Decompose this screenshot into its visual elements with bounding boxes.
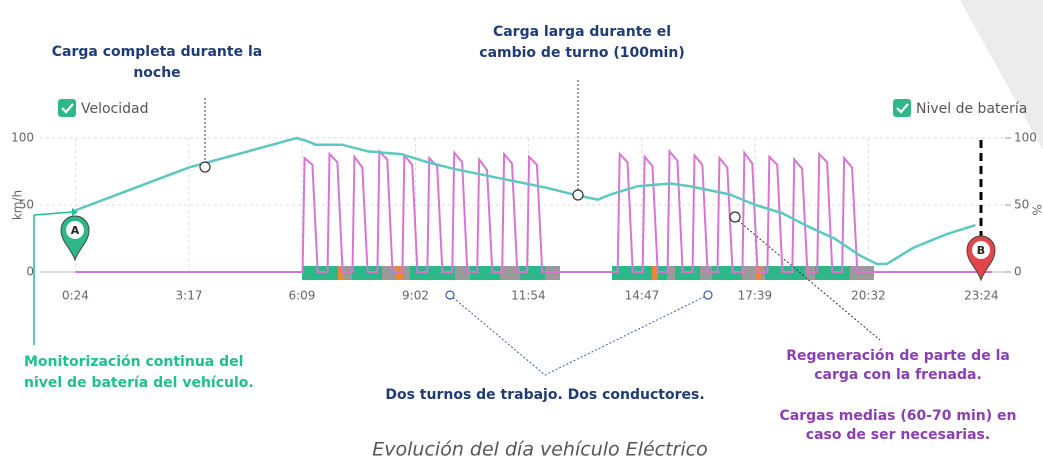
callout-dot xyxy=(703,290,713,300)
pin-center xyxy=(972,241,990,259)
annotation: Regeneración de parte de la xyxy=(786,348,1010,364)
y2-tick-label: 50 xyxy=(1014,198,1029,212)
annotation: caso de ser necesarias. xyxy=(806,427,990,443)
callout-dot xyxy=(445,290,455,300)
legend-check xyxy=(896,103,909,114)
callout-dot xyxy=(199,161,211,173)
series-line xyxy=(75,148,992,273)
annotation: noche xyxy=(133,65,180,81)
y2-tick-label: 0 xyxy=(1014,265,1022,279)
callout-dot xyxy=(729,211,741,223)
annotation: Carga larga durante el xyxy=(493,24,671,40)
x-tick-label: 3:17 xyxy=(176,289,203,303)
grid xyxy=(40,137,1005,273)
teal-arrow xyxy=(72,208,78,216)
y2-axis-label: % xyxy=(1030,204,1043,215)
x-tick-label: 20:32 xyxy=(851,289,886,303)
y-tick-label: 0 xyxy=(26,265,34,279)
callout-lines xyxy=(204,80,881,376)
x-tick-label: 9:02 xyxy=(402,289,429,303)
legend-checkbox xyxy=(893,99,911,117)
legend-checkbox xyxy=(58,99,76,117)
legend-check xyxy=(61,103,74,114)
caption: Evolución del día vehículo Eléctrico xyxy=(372,439,707,461)
series-line xyxy=(75,136,976,266)
x-tick-label: 6:09 xyxy=(288,289,315,303)
annotation: carga con la frenada. xyxy=(814,367,982,383)
annotation: Monitorización continua del xyxy=(24,354,243,370)
annotation: Dos turnos de trabajo. Dos conductores. xyxy=(385,387,704,403)
pin-label: B xyxy=(977,244,985,257)
x-tick-label: 17:39 xyxy=(738,289,773,303)
legend-label: Nivel de batería xyxy=(916,101,1027,117)
y2-tick-label: 100 xyxy=(1014,131,1037,145)
pin-label: A xyxy=(71,224,80,237)
y-tick-label: 100 xyxy=(11,131,34,145)
teal-pointer xyxy=(33,211,73,216)
x-tick-label: 0:24 xyxy=(62,289,89,303)
y-axis-label: km/h xyxy=(11,190,25,220)
x-tick-label: 11:54 xyxy=(511,289,546,303)
pin-center xyxy=(66,221,84,239)
corner-decoration xyxy=(960,0,1043,150)
annotation: Carga completa durante la xyxy=(52,44,262,60)
annotation: Cargas medias (60-70 min) en xyxy=(780,408,1017,424)
annotation: nivel de batería del vehículo. xyxy=(24,375,254,391)
y-tick-label: 50 xyxy=(19,198,34,212)
x-tick-label: 23:24 xyxy=(964,289,999,303)
x-tick-label: 14:47 xyxy=(625,289,660,303)
callout-dot xyxy=(572,189,584,201)
annotation: cambio de turno (100min) xyxy=(479,45,684,61)
legend-label: Velocidad xyxy=(81,101,149,117)
